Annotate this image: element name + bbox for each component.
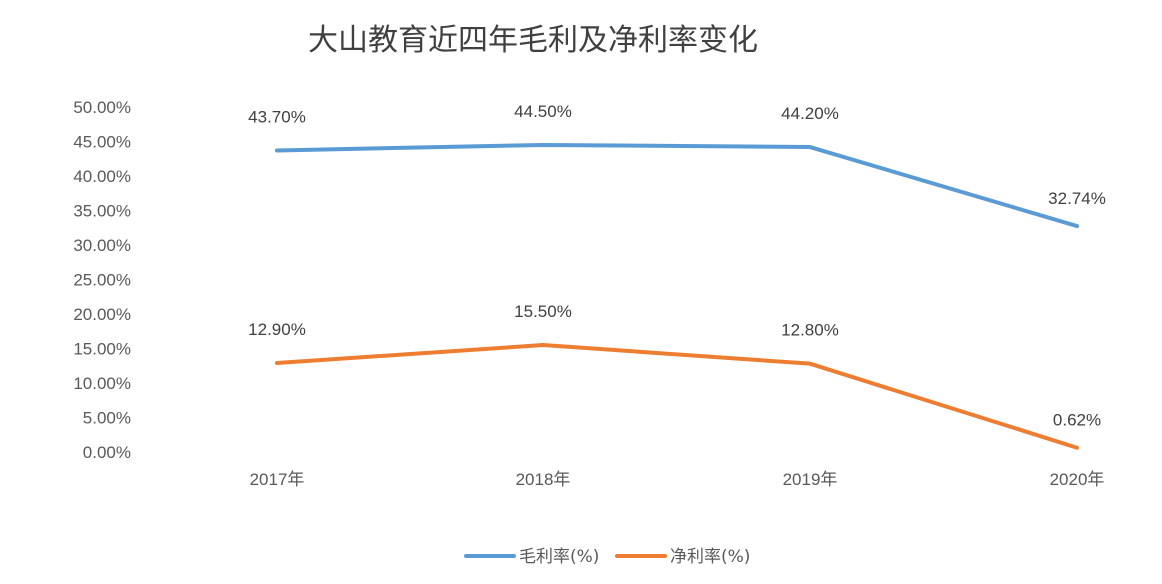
x-tick-label: 2018年 bbox=[516, 470, 571, 489]
chart-title: 大山教育近四年毛利及净利率变化 bbox=[308, 23, 758, 58]
data-label: 15.50% bbox=[514, 302, 572, 321]
y-tick-label: 10.00% bbox=[73, 374, 131, 393]
y-tick-label: 45.00% bbox=[73, 133, 131, 152]
legend: 毛利率(%) 净利率(%) bbox=[464, 547, 750, 567]
data-label: 32.74% bbox=[1048, 189, 1106, 208]
data-labels: 43.70% 44.50% 44.20% 32.74% 12.90% 15.50% 12.8… bbox=[248, 102, 1106, 430]
y-tick-label: 20.00% bbox=[73, 305, 131, 324]
data-label: 12.80% bbox=[781, 321, 839, 340]
y-tick-label: 0.00% bbox=[83, 443, 131, 462]
data-label: 0.62% bbox=[1053, 411, 1101, 430]
x-tick-label: 2019年 bbox=[783, 470, 838, 489]
legend-label: 毛利率(%) bbox=[519, 547, 599, 567]
y-tick-label: 5.00% bbox=[83, 409, 131, 428]
data-label: 43.70% bbox=[248, 107, 306, 126]
x-tick-label: 2017年 bbox=[250, 470, 305, 489]
x-tick-label: 2020年 bbox=[1050, 470, 1105, 489]
series-line bbox=[275, 343, 1079, 450]
data-label: 12.90% bbox=[248, 320, 306, 339]
x-axis: 2017年 2018年 2019年 2020年 bbox=[250, 470, 1105, 489]
y-tick-label: 30.00% bbox=[73, 236, 131, 255]
y-axis: 0.00% 5.00% 10.00% 15.00% 20.00% 25.00% 30.00%… bbox=[73, 98, 131, 462]
y-tick-label: 40.00% bbox=[73, 167, 131, 186]
series-lines bbox=[275, 142, 1079, 450]
series-line bbox=[275, 142, 1079, 229]
y-tick-label: 15.00% bbox=[73, 340, 131, 359]
y-tick-label: 35.00% bbox=[73, 202, 131, 221]
data-label: 44.20% bbox=[781, 104, 839, 123]
data-label: 44.50% bbox=[514, 102, 572, 121]
legend-label: 净利率(%) bbox=[670, 547, 750, 567]
y-tick-label: 25.00% bbox=[73, 271, 131, 290]
y-tick-label: 50.00% bbox=[73, 98, 131, 117]
